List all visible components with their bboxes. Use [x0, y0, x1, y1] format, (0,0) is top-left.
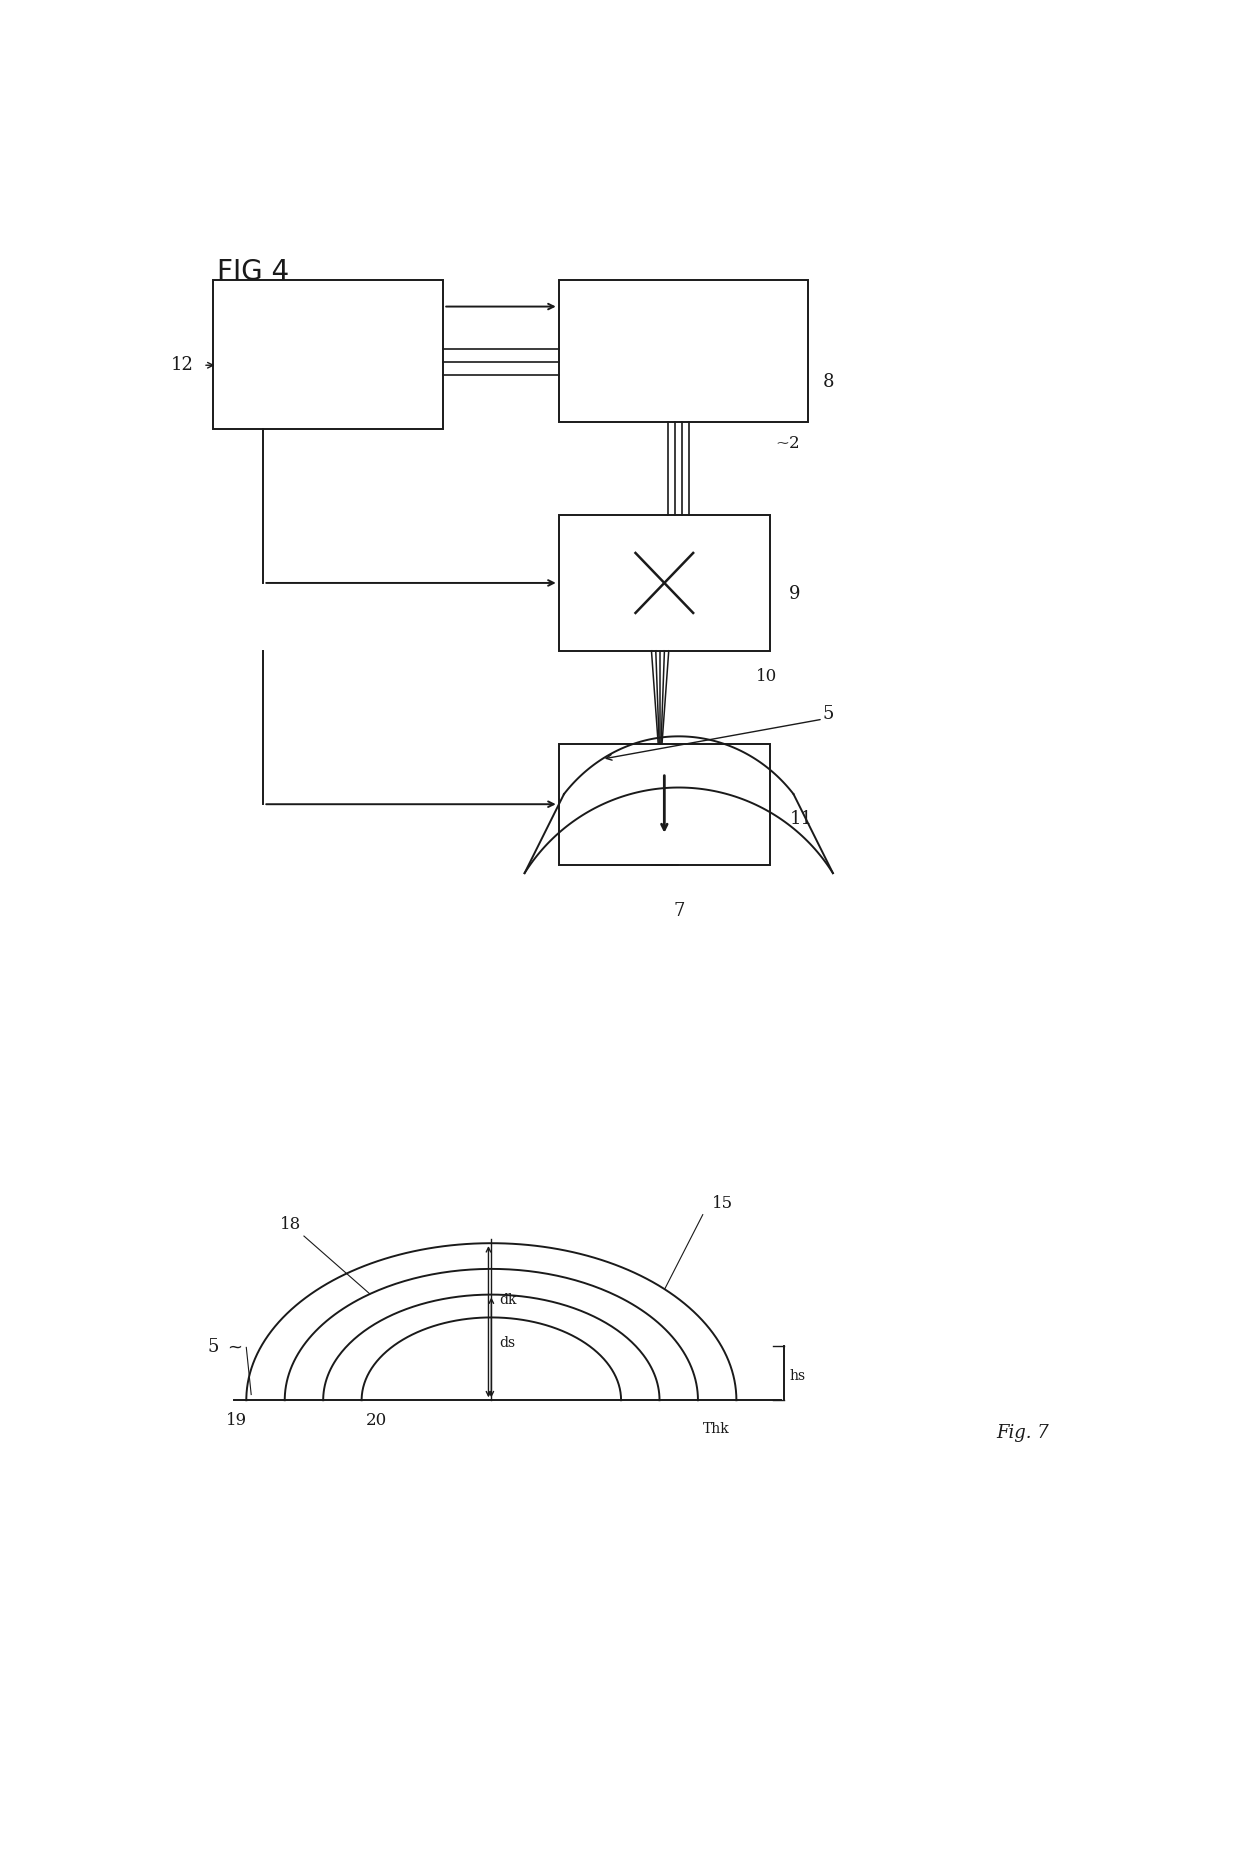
Text: 18: 18 — [280, 1216, 301, 1233]
Text: 20: 20 — [366, 1411, 387, 1428]
Text: 7: 7 — [673, 901, 684, 920]
Text: Fig. 7: Fig. 7 — [996, 1424, 1049, 1442]
Bar — [213, 280, 444, 430]
Text: 10: 10 — [755, 667, 777, 684]
Text: Thk: Thk — [703, 1422, 729, 1435]
Text: 5: 5 — [823, 705, 835, 723]
Text: 15: 15 — [712, 1194, 734, 1211]
Text: 12: 12 — [171, 356, 193, 375]
Text: 19: 19 — [226, 1411, 247, 1428]
Text: dk: dk — [498, 1294, 517, 1307]
Text: FIG 4: FIG 4 — [217, 258, 290, 286]
Text: 5: 5 — [208, 1339, 219, 1357]
Text: hs: hs — [789, 1368, 806, 1383]
Text: ~2: ~2 — [775, 436, 800, 452]
Bar — [558, 280, 808, 423]
Text: ds: ds — [498, 1337, 515, 1350]
Text: 9: 9 — [789, 584, 801, 603]
Text: ~: ~ — [227, 1339, 242, 1357]
Bar — [558, 515, 770, 651]
Text: 11: 11 — [789, 810, 812, 829]
Text: 8: 8 — [823, 373, 835, 391]
Bar — [558, 743, 770, 866]
